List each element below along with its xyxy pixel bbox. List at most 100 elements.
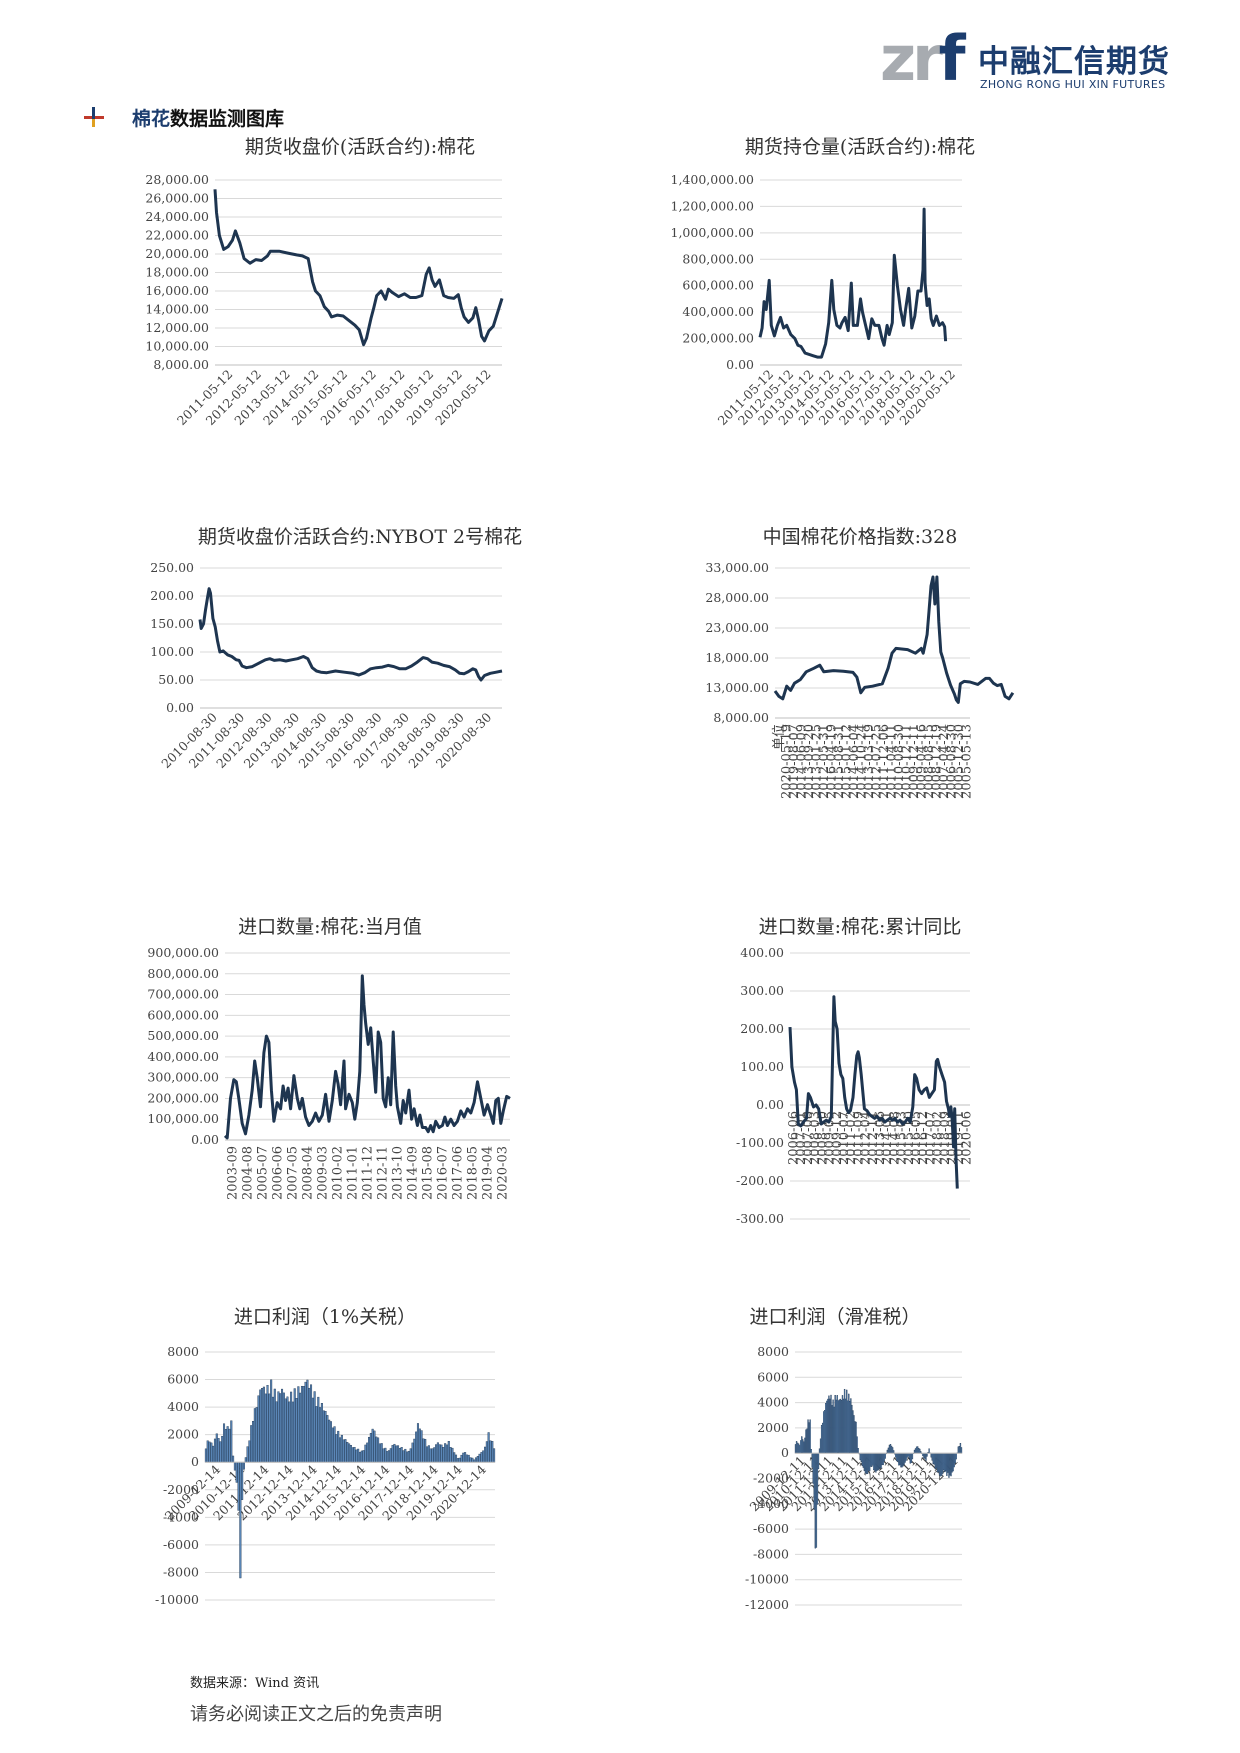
x-tick-label: 2019-04: [481, 1146, 496, 1200]
bar: [333, 1426, 336, 1463]
x-tick-label: 2007-08: [801, 1111, 816, 1165]
bar: [803, 1441, 805, 1454]
bar: [424, 1438, 427, 1463]
bar: [795, 1441, 798, 1454]
bar: [845, 1389, 848, 1454]
bar: [288, 1401, 291, 1463]
y-tick-label: 22,000.00: [145, 228, 209, 243]
y-tick-label: -2000: [163, 1482, 199, 1497]
x-tick-label: 2013-01-25: [809, 724, 824, 799]
bar: [849, 1401, 851, 1454]
bar: [444, 1443, 447, 1463]
bar: [945, 1452, 947, 1472]
bar: [813, 1452, 815, 1510]
series-line: [198, 587, 503, 682]
y-tick-label: 20,000.00: [145, 246, 209, 261]
bar: [859, 1452, 861, 1460]
y-tick-label: 200.00: [740, 1021, 784, 1036]
bar: [406, 1451, 409, 1463]
bar: [337, 1430, 340, 1463]
chart-svg: 进口数量:棉花:累计同比 400.00 300.00 200.00 100.00 0.00…: [736, 916, 974, 1226]
bar: [451, 1447, 454, 1463]
x-tick-label: 2005-07: [256, 1146, 271, 1200]
bar: [856, 1436, 858, 1454]
y-tick-label: -6000: [163, 1537, 199, 1552]
bar: [884, 1452, 886, 1459]
x-tick-label: 2015-08-31: [832, 724, 847, 799]
y-tick-label: 400,000.00: [682, 304, 754, 319]
bar: [897, 1452, 899, 1462]
series-line: [213, 189, 504, 347]
bar: [217, 1438, 220, 1463]
bar: [465, 1454, 468, 1463]
bar: [233, 1462, 236, 1471]
bar: [223, 1423, 226, 1463]
bar: [804, 1437, 806, 1454]
bar: [210, 1442, 213, 1463]
y-tick-label: 0.00: [756, 1097, 784, 1112]
x-tick-label: 2003-09: [226, 1146, 241, 1200]
bar: [331, 1427, 334, 1463]
bar: [877, 1452, 879, 1471]
chart-title: 期货收盘价(活跃合约):棉花: [245, 136, 475, 158]
x-tick-label: 2007-05: [286, 1146, 301, 1200]
bar: [876, 1452, 878, 1471]
bar: [820, 1424, 823, 1454]
bar: [843, 1388, 846, 1454]
bar: [840, 1399, 843, 1454]
y-tick-label: 24,000.00: [145, 209, 209, 224]
bar: [903, 1452, 905, 1465]
bar: [447, 1441, 450, 1463]
bar: [834, 1395, 836, 1454]
bar: [828, 1395, 830, 1454]
bar: [297, 1386, 300, 1463]
bar: [319, 1407, 322, 1463]
x-tick-label: 单位: [772, 724, 787, 750]
x-tick-label: 2009-05: [823, 1111, 838, 1165]
bar: [872, 1452, 874, 1466]
y-tick-label: 33,000.00: [705, 560, 769, 575]
bar: [935, 1452, 938, 1469]
bar: [208, 1441, 211, 1463]
bar: [910, 1452, 913, 1463]
x-tick-label: 2013-09-20: [802, 724, 817, 799]
bar: [366, 1442, 369, 1463]
bar: [900, 1452, 902, 1468]
x-tick-label: 2014-10-24: [854, 724, 869, 799]
bar: [837, 1400, 839, 1454]
bar: [306, 1379, 309, 1463]
x-tick-label: 2016-05: [909, 1111, 924, 1165]
bar: [867, 1452, 870, 1471]
bar: [244, 1457, 247, 1463]
y-tick-label: -4000: [163, 1509, 199, 1524]
bar: [387, 1450, 390, 1463]
bar: [882, 1452, 884, 1466]
bar: [896, 1452, 898, 1462]
y-tick-label: 100.00: [150, 644, 194, 659]
y-tick-label: -6000: [753, 1521, 789, 1536]
bar: [360, 1450, 363, 1463]
bar: [264, 1393, 267, 1463]
chart-svg: 期货收盘价活跃合约:NYBOT 2号棉花 250.00 200.00 150.00 10…: [150, 526, 522, 771]
y-tick-label: 10,000.00: [145, 339, 209, 354]
bar: [853, 1415, 855, 1454]
chart-svg: 进口数量:棉花:当月值 900,000.00 800,000.00 700,000.0…: [147, 916, 511, 1200]
chart-title: 进口利润（滑准税）: [749, 1306, 920, 1328]
logo-mark: zrf: [880, 22, 966, 95]
bar: [838, 1399, 841, 1454]
bar: [436, 1442, 439, 1463]
y-tick-label: 8000: [167, 1344, 199, 1359]
bar: [797, 1443, 800, 1454]
bar: [295, 1398, 298, 1463]
bar: [801, 1436, 803, 1454]
y-tick-label: 23,000.00: [705, 620, 769, 635]
bar: [960, 1447, 963, 1454]
bar: [863, 1452, 866, 1472]
chart-title: 进口数量:棉花:当月值: [238, 916, 422, 938]
bar: [807, 1419, 809, 1454]
bar: [257, 1395, 260, 1463]
bar: [898, 1452, 900, 1466]
x-tick-label: 2007-04-24: [937, 724, 952, 799]
chart-import-yoy: 进口数量:棉花:累计同比 400.00 300.00 200.00 100.00 0.00…: [660, 916, 1100, 1275]
data-source: 数据来源：Wind 资讯: [190, 1676, 320, 1691]
